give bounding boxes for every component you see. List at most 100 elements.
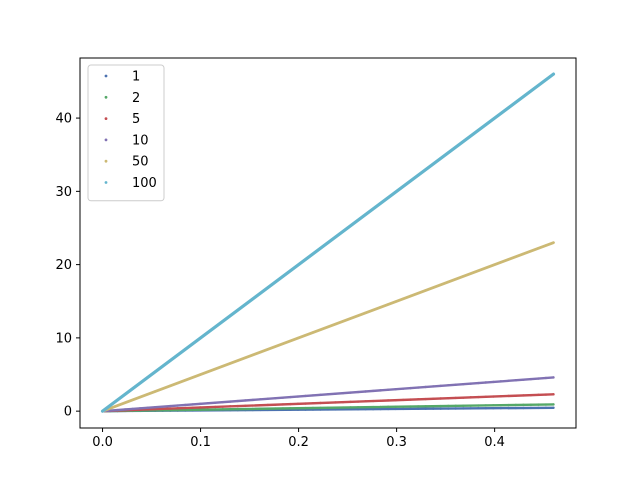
point-10 [499, 380, 503, 383]
point-10 [319, 393, 322, 397]
series-layer [100, 72, 556, 413]
point-100 [529, 89, 533, 93]
point-100 [544, 78, 548, 81]
point-5 [184, 406, 187, 410]
point-100 [289, 269, 292, 272]
point-100 [484, 123, 488, 126]
legend-label-1: 1 [132, 70, 140, 85]
series-100 [100, 72, 556, 413]
point-10 [199, 402, 202, 406]
point-50 [138, 395, 142, 399]
y-tick-label: 30 [55, 185, 72, 200]
y-tick-label: 20 [55, 258, 72, 273]
point-2 [229, 408, 232, 411]
point-2 [356, 406, 360, 409]
point-100 [244, 303, 247, 306]
point-2 [371, 405, 375, 409]
point-10 [274, 397, 277, 400]
point-5 [371, 399, 375, 403]
point-10 [356, 390, 360, 394]
point-50 [184, 379, 187, 382]
point-10 [484, 381, 488, 384]
point-1 [401, 407, 405, 411]
point-10 [146, 406, 149, 409]
y-axis: 0 10 20 30 40 [55, 112, 80, 420]
point-100 [199, 336, 202, 340]
point-50 [462, 275, 465, 278]
point-1 [386, 407, 390, 411]
point-10 [447, 384, 450, 387]
point-2 [507, 403, 510, 407]
point-50 [341, 320, 345, 323]
legend: 1 2 5 10 50 100 [87, 64, 165, 202]
point-5 [356, 400, 360, 403]
point-50 [266, 348, 270, 351]
legend-label-5: 5 [132, 112, 140, 127]
point-1 [356, 408, 360, 411]
point-1 [507, 406, 510, 410]
point-10 [477, 381, 480, 385]
point-100 [191, 342, 194, 345]
point-2 [221, 408, 224, 411]
point-100 [176, 353, 179, 357]
point-50 [401, 297, 405, 301]
point-2 [514, 403, 518, 407]
point-5 [529, 393, 533, 397]
point-50 [439, 283, 442, 286]
point-100 [296, 263, 300, 267]
point-100 [356, 218, 360, 222]
point-5 [492, 395, 495, 398]
point-100 [522, 95, 525, 98]
point-5 [364, 400, 367, 403]
point-100 [432, 162, 435, 166]
x-tick-label: 0.4 [484, 435, 505, 450]
point-2 [477, 404, 480, 407]
point-10 [206, 402, 209, 405]
point-50 [447, 280, 450, 284]
point-50 [334, 322, 337, 326]
point-2 [409, 405, 412, 408]
point-10 [439, 384, 442, 388]
point-2 [281, 407, 285, 410]
point-10 [168, 404, 172, 408]
point-5 [454, 396, 457, 400]
point-50 [168, 384, 172, 388]
point-5 [289, 402, 292, 406]
point-1 [379, 407, 382, 411]
point-100 [304, 258, 307, 261]
point-100 [371, 207, 375, 211]
point-2 [544, 403, 548, 406]
point-100 [401, 185, 405, 188]
point-50 [432, 286, 435, 289]
point-1 [469, 407, 472, 410]
point-100 [439, 157, 442, 160]
point-5 [514, 394, 518, 397]
point-5 [394, 398, 397, 402]
point-100 [168, 359, 172, 362]
legend-marker-1 [104, 74, 108, 78]
point-2 [552, 403, 555, 406]
point-2 [334, 406, 337, 409]
point-50 [544, 244, 548, 247]
point-10 [386, 388, 390, 392]
point-5 [221, 405, 224, 408]
point-5 [244, 404, 247, 408]
point-2 [214, 408, 217, 411]
point-2 [259, 407, 262, 410]
point-50 [146, 393, 149, 396]
point-1 [514, 406, 518, 410]
point-10 [537, 377, 540, 380]
point-100 [184, 348, 187, 351]
point-10 [552, 376, 555, 379]
point-10 [326, 393, 330, 396]
point-2 [447, 404, 450, 408]
point-50 [153, 390, 157, 393]
point-5 [274, 403, 277, 406]
point-2 [379, 405, 382, 409]
point-10 [311, 394, 315, 397]
legend-label-100: 100 [132, 176, 157, 191]
point-50 [274, 345, 277, 348]
point-2 [199, 408, 202, 411]
point-10 [401, 387, 405, 390]
point-5 [439, 397, 442, 400]
